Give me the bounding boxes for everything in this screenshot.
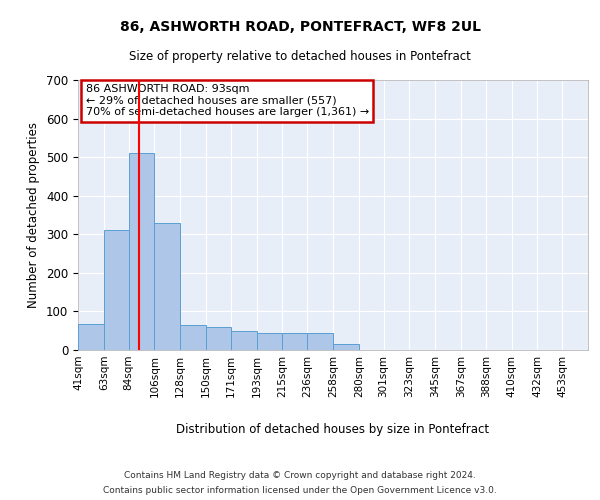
Text: Contains HM Land Registry data © Crown copyright and database right 2024.: Contains HM Land Registry data © Crown c… [124,471,476,480]
Bar [180,325,206,350]
Text: 86, ASHWORTH ROAD, PONTEFRACT, WF8 2UL: 86, ASHWORTH ROAD, PONTEFRACT, WF8 2UL [119,20,481,34]
Bar [104,230,128,350]
Text: Contains public sector information licensed under the Open Government Licence v3: Contains public sector information licen… [103,486,497,495]
Text: Distribution of detached houses by size in Pontefract: Distribution of detached houses by size … [176,422,490,436]
Bar [283,332,307,350]
Bar [333,344,359,350]
Y-axis label: Number of detached properties: Number of detached properties [28,122,40,308]
Bar [231,330,257,350]
Bar [78,324,104,350]
Bar [307,332,333,350]
Text: Size of property relative to detached houses in Pontefract: Size of property relative to detached ho… [129,50,471,63]
Bar [206,327,231,350]
Bar [154,222,180,350]
Text: 86 ASHWORTH ROAD: 93sqm
← 29% of detached houses are smaller (557)
70% of semi-d: 86 ASHWORTH ROAD: 93sqm ← 29% of detache… [86,84,369,117]
Bar [257,332,283,350]
Bar [128,154,154,350]
